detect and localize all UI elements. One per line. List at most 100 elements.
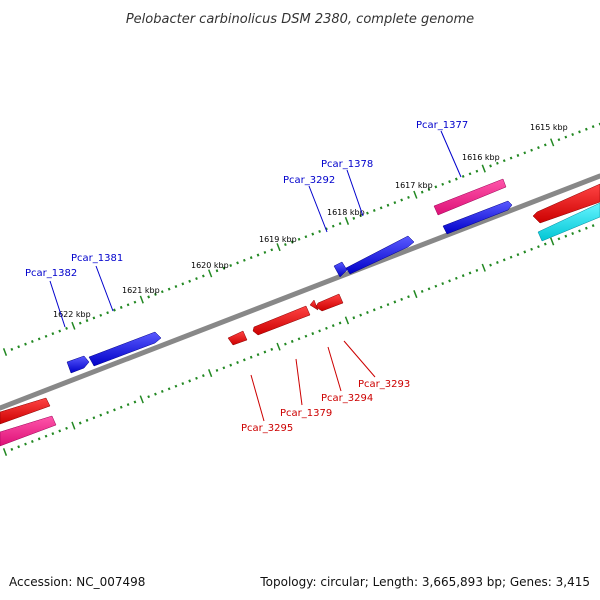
upper-minor-tick — [113, 308, 116, 312]
lower-major-tick — [208, 369, 213, 378]
lower-minor-tick — [571, 232, 575, 235]
label-pcar-1377[interactable]: Pcar_1377 — [416, 120, 468, 131]
upper-minor-tick — [160, 290, 164, 294]
label-pcar-3294[interactable]: Pcar_3294 — [321, 393, 373, 404]
gene-pcar-1377-pink[interactable] — [433, 178, 507, 216]
upper-minor-tick — [372, 209, 376, 212]
upper-minor-tick — [318, 229, 321, 233]
gene-pcar-1378[interactable] — [345, 235, 415, 275]
lower-minor-tick — [222, 366, 226, 370]
lower-major-tick — [413, 290, 418, 299]
map-title: Pelobacter carbinolicus DSM 2380, comple… — [126, 12, 474, 27]
lower-minor-tick — [304, 334, 308, 338]
upper-minor-tick — [564, 135, 568, 139]
gene-pcar-3293[interactable] — [315, 293, 344, 312]
upper-minor-tick — [297, 237, 301, 241]
lower-minor-tick — [65, 426, 68, 430]
upper-minor-tick — [229, 264, 233, 267]
label-pcar-1381[interactable]: Pcar_1381 — [71, 253, 123, 264]
lower-minor-tick — [174, 384, 178, 388]
upper-minor-tick — [331, 224, 335, 228]
upper-minor-tick — [92, 316, 96, 320]
lower-minor-tick — [181, 382, 185, 386]
gene-left-pink[interactable] — [0, 415, 57, 447]
upper-tick-track — [2, 122, 600, 356]
lower-minor-tick — [119, 405, 123, 409]
upper-minor-tick — [24, 342, 27, 346]
label-pcar-1379[interactable]: Pcar_1379 — [280, 408, 332, 419]
upper-minor-tick — [290, 240, 294, 244]
upper-minor-tick — [461, 174, 465, 178]
lower-minor-tick — [58, 429, 62, 433]
lower-minor-tick — [400, 297, 404, 301]
lower-minor-tick — [366, 311, 369, 314]
lower-minor-tick — [188, 379, 192, 383]
leader-pcar-3295 — [250, 374, 265, 422]
upper-minor-tick — [434, 185, 438, 189]
gene-right-red[interactable] — [532, 183, 600, 224]
upper-minor-tick — [263, 250, 267, 254]
leader-pcar-3293 — [343, 340, 376, 378]
lower-minor-tick — [427, 287, 431, 291]
lower-minor-tick — [441, 282, 445, 286]
tick-label-1617: 1617 kbp — [395, 181, 433, 190]
lower-major-tick — [481, 263, 486, 272]
lower-minor-tick — [37, 437, 41, 441]
upper-minor-tick — [448, 180, 451, 184]
upper-minor-tick — [475, 169, 479, 173]
gene-pcar-1379[interactable] — [252, 305, 311, 336]
gene-pcar-3292[interactable] — [333, 261, 348, 278]
gene-pcar-3295[interactable] — [227, 330, 248, 346]
upper-minor-tick — [242, 258, 246, 262]
lower-major-tick — [2, 448, 8, 456]
tick-label-1621: 1621 kbp — [122, 286, 160, 295]
label-pcar-3293[interactable]: Pcar_3293 — [358, 379, 410, 390]
gene-pcar-1382[interactable] — [66, 355, 90, 374]
upper-minor-tick — [352, 216, 356, 220]
label-pcar-3295[interactable]: Pcar_3295 — [241, 423, 293, 434]
upper-major-tick — [139, 295, 144, 304]
upper-minor-tick — [543, 143, 547, 147]
leader-pcar-1378 — [346, 169, 364, 217]
lower-minor-tick — [434, 284, 438, 288]
upper-minor-tick — [366, 211, 369, 215]
gene-left-red[interactable] — [0, 397, 51, 425]
lower-minor-tick — [154, 392, 157, 396]
lower-minor-tick — [318, 329, 321, 333]
label-pcar-3292[interactable]: Pcar_3292 — [283, 175, 335, 186]
upper-minor-tick — [195, 277, 198, 281]
lower-minor-tick — [263, 350, 267, 354]
lower-minor-tick — [236, 361, 239, 364]
lower-minor-tick — [537, 245, 540, 249]
label-pcar-1378[interactable]: Pcar_1378 — [321, 159, 373, 170]
lower-minor-tick — [448, 279, 451, 283]
upper-minor-tick — [119, 305, 123, 309]
gene-pcar-1377[interactable] — [442, 200, 513, 235]
gene-right-cyan[interactable] — [537, 202, 600, 242]
upper-minor-tick — [188, 279, 192, 283]
leader-pcar-1382 — [49, 280, 66, 328]
lower-minor-tick — [92, 416, 96, 420]
upper-minor-tick — [181, 282, 185, 286]
lower-minor-tick — [352, 316, 356, 320]
leader-pcar-3292 — [308, 185, 328, 233]
lower-minor-tick — [126, 403, 130, 407]
upper-minor-tick — [571, 133, 575, 136]
label-pcar-1382[interactable]: Pcar_1382 — [25, 268, 77, 279]
tick-label-1618: 1618 kbp — [327, 208, 365, 217]
lower-minor-tick — [407, 295, 410, 299]
upper-minor-tick — [133, 300, 137, 304]
gene-pcar-3294[interactable] — [309, 299, 319, 311]
accession-text: Accession: NC_007498 — [9, 575, 145, 589]
upper-major-tick — [481, 164, 486, 173]
lower-minor-tick — [502, 258, 506, 262]
lower-minor-tick — [359, 313, 363, 317]
lower-major-tick — [139, 395, 144, 404]
lower-major-tick — [344, 316, 350, 325]
lower-minor-tick — [530, 247, 533, 251]
upper-minor-tick — [126, 303, 130, 307]
lower-minor-tick — [331, 324, 335, 328]
upper-minor-tick — [509, 156, 513, 160]
gene-pcar-1381[interactable] — [88, 331, 162, 367]
lower-minor-tick — [496, 261, 499, 264]
